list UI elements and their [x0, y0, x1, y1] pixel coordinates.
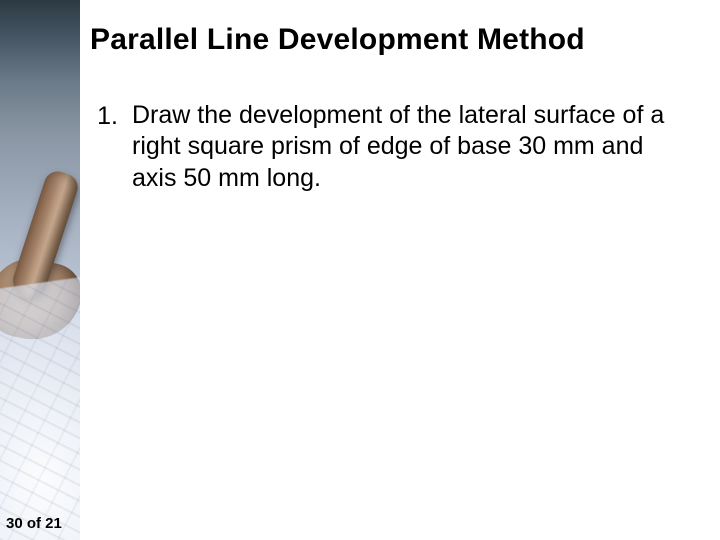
title-band: Parallel Line Development Method	[80, 10, 720, 70]
page-counter: 30 of 21	[6, 515, 62, 532]
hand-knuckle	[0, 252, 80, 349]
list-item: 1. Draw the development of the lateral s…	[90, 100, 666, 194]
hand-finger	[9, 168, 80, 302]
list-item-text: Draw the development of the lateral surf…	[132, 100, 666, 194]
sidebar-photo-strip	[0, 0, 80, 540]
list-item-number: 1.	[90, 100, 118, 132]
content-area: 1. Draw the development of the lateral s…	[90, 100, 690, 194]
slide: Parallel Line Development Method 1. Draw…	[0, 0, 720, 540]
hand-pointing-image	[0, 170, 80, 330]
slide-title: Parallel Line Development Method	[90, 23, 585, 57]
